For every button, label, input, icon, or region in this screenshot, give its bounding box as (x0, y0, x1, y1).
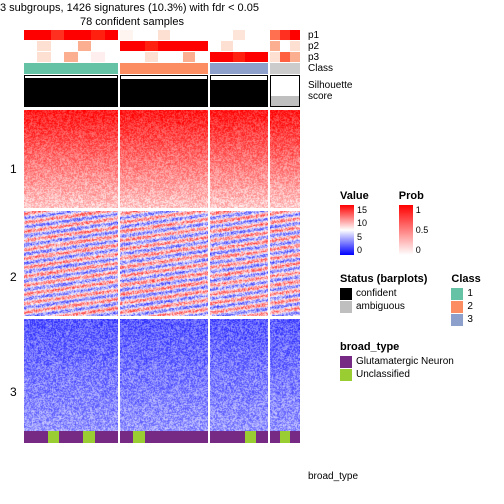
annotation-labels: p1 p2 p3 Class Silhouette score (308, 30, 352, 102)
row-label-1: 1 (10, 162, 17, 176)
legend-class-title: Class (451, 273, 480, 285)
legends-panel: Value 151050 Prob 10.50 Status (barplots… (340, 190, 481, 391)
legend-prob: Prob 10.50 (399, 190, 429, 259)
legend-value-title: Value (340, 190, 369, 202)
legend-item: 2 (451, 301, 480, 313)
colorbar-prob (399, 205, 413, 255)
legend-item: Glutamatergic Neuron (340, 356, 481, 368)
legend-prob-title: Prob (399, 190, 429, 202)
legend-item: confident (340, 288, 427, 300)
legend-broadtype-title: broad_type (340, 341, 481, 353)
title-line-2: 78 confident samples (80, 16, 184, 28)
legend-value: Value 151050 (340, 190, 369, 259)
row-label-2: 2 (10, 270, 17, 284)
legend-broadtype: broad_type Glutamatergic NeuronUnclassif… (340, 341, 481, 381)
legend-item: ambiguous (340, 301, 427, 313)
label-p1: p1 (308, 30, 352, 41)
legend-status: Status (barplots) confidentambiguous (340, 273, 427, 327)
label-silhouette: Silhouette score (308, 80, 352, 102)
broad-type-label: broad_type (308, 471, 358, 482)
legend-item: 3 (451, 314, 480, 326)
main-plot-area (24, 30, 304, 444)
colorbar-value-ticks: 151050 (357, 205, 367, 255)
colorbar-value (340, 205, 354, 255)
label-p2: p2 (308, 41, 352, 52)
label-class: Class (308, 63, 352, 74)
label-p3: p3 (308, 52, 352, 63)
legend-status-title: Status (barplots) (340, 273, 427, 285)
colorbar-prob-ticks: 10.50 (416, 205, 429, 255)
legend-item: 1 (451, 288, 480, 300)
row-label-3: 3 (10, 385, 17, 399)
legend-item: Unclassified (340, 369, 481, 381)
legend-class: Class 123 (451, 273, 480, 327)
title-line-1: 3 subgroups, 1426 signatures (10.3%) wit… (0, 2, 259, 14)
